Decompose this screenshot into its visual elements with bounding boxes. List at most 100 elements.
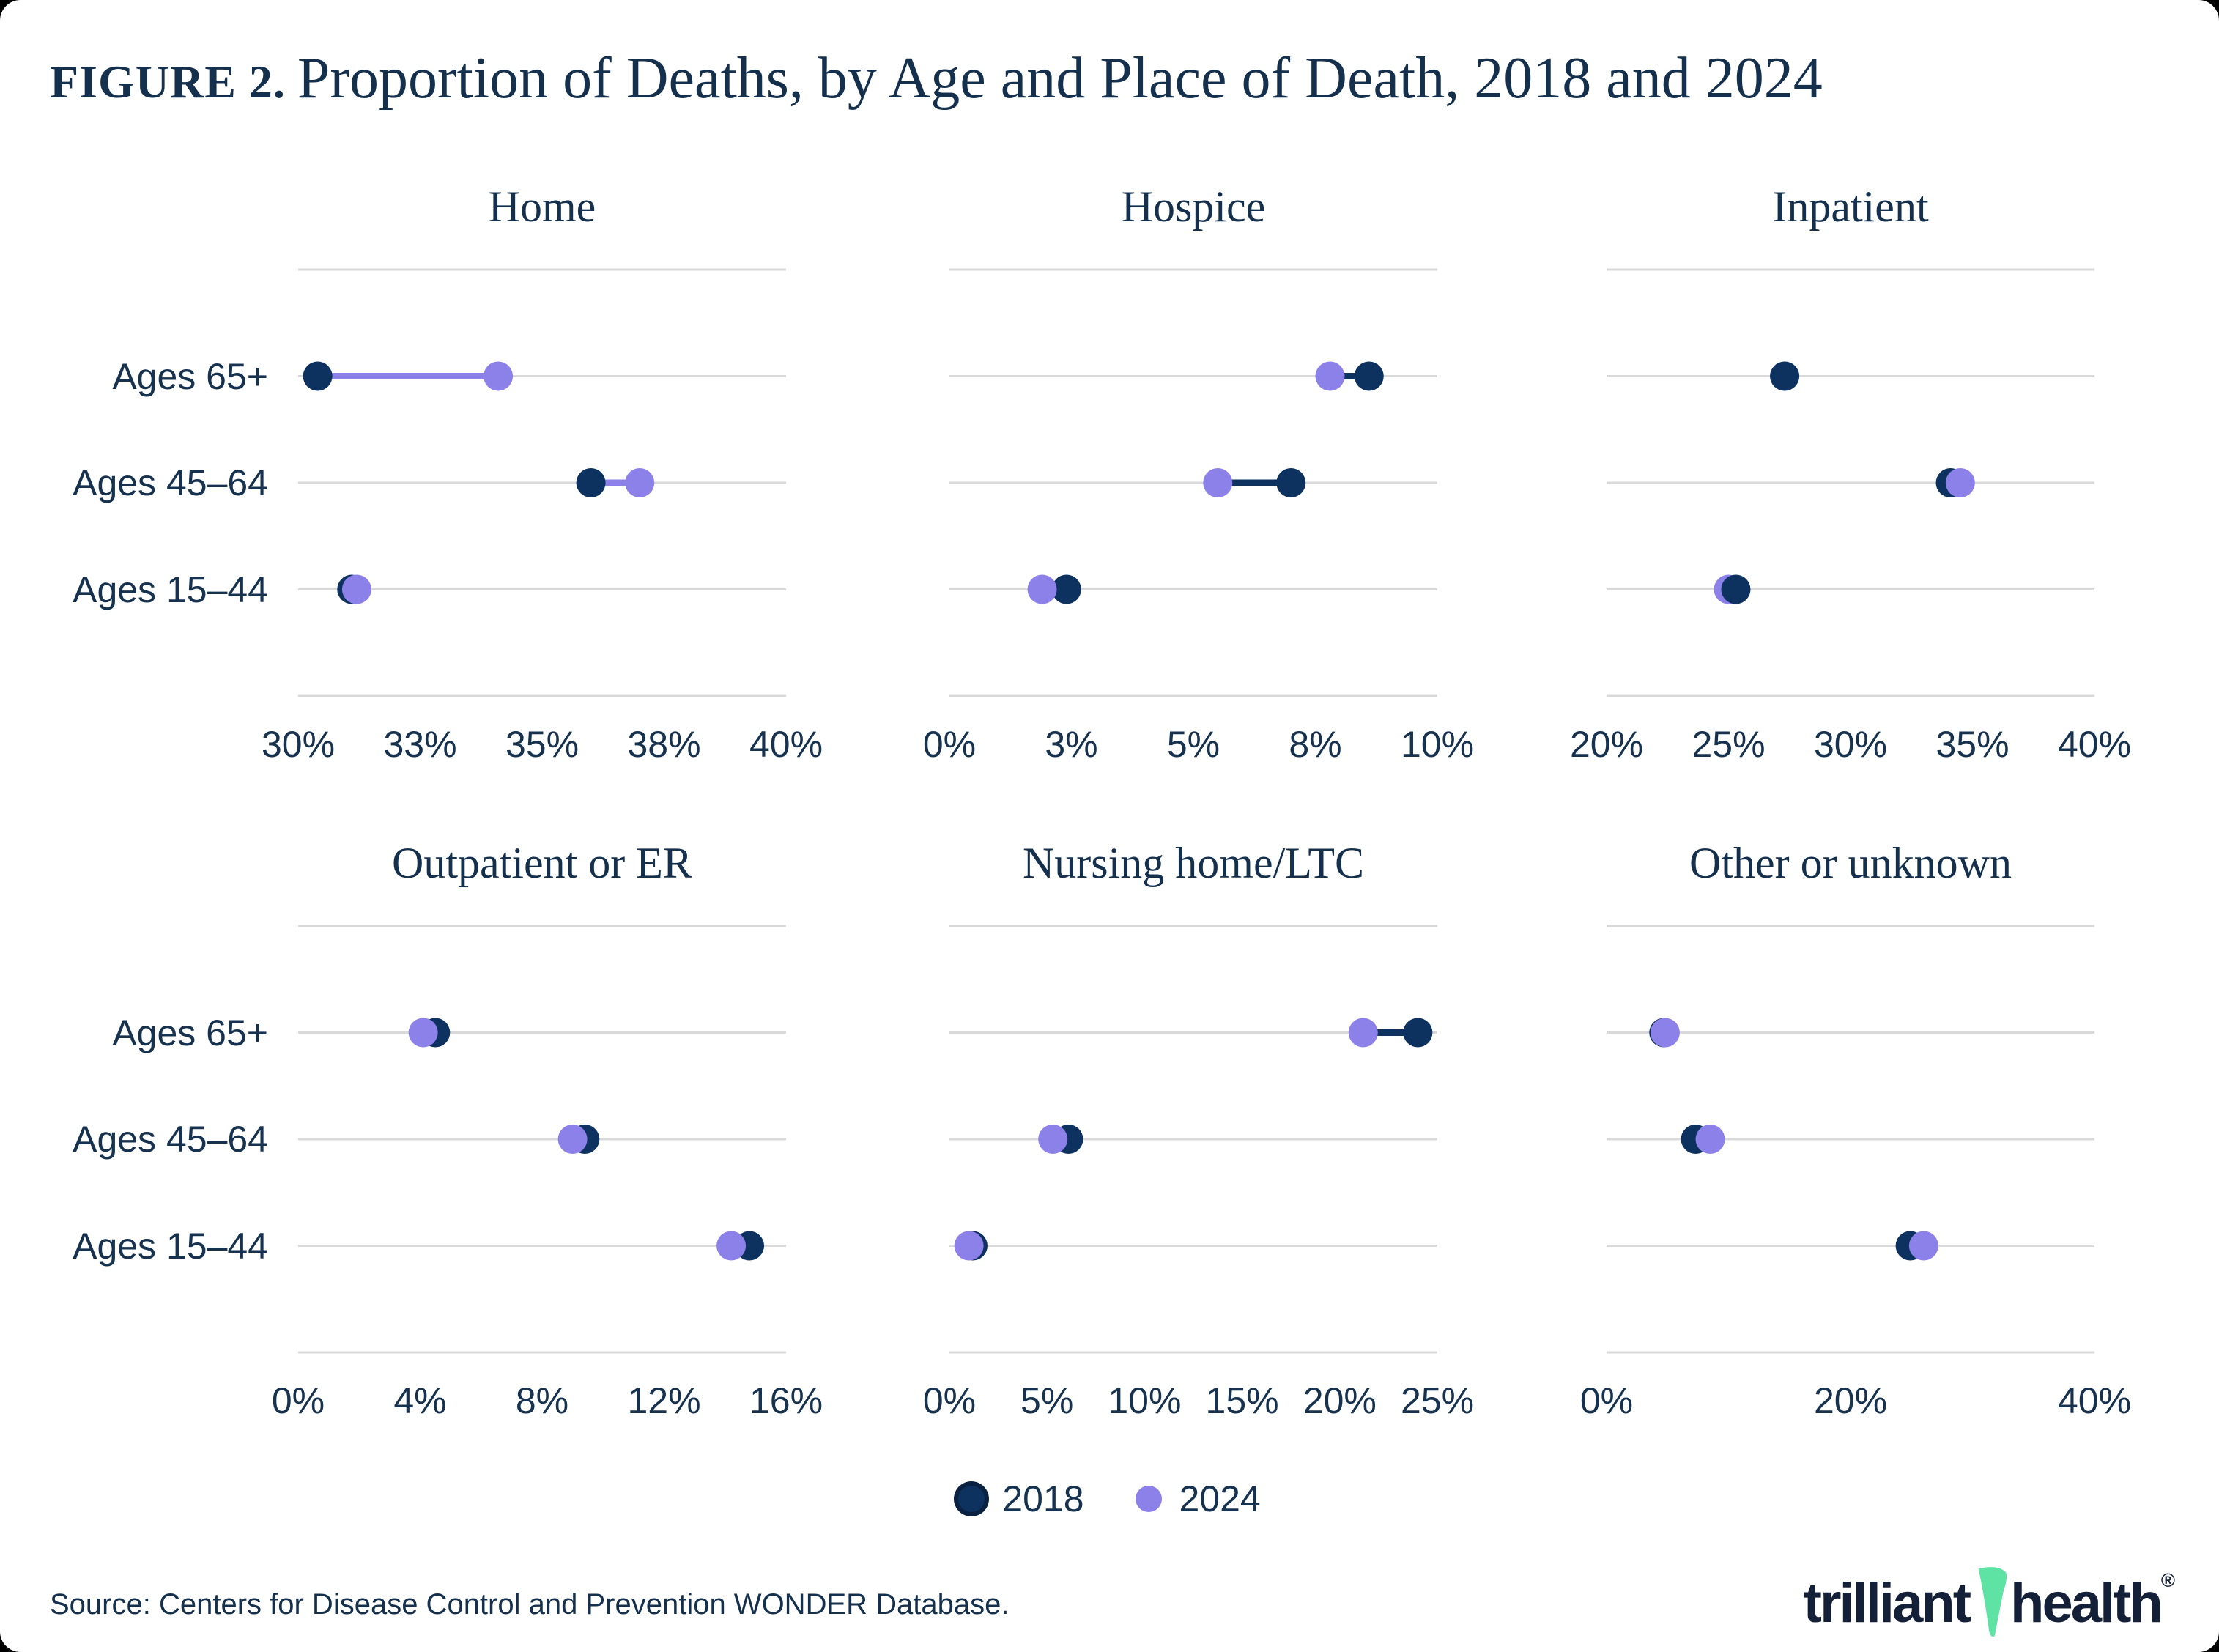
figure-header: FIGURE 2. Proportion of Deaths, by Age an… — [50, 45, 1823, 112]
tick-label: 3% — [1045, 724, 1098, 765]
panel-other-or-unknown: Other or unknown 0% 20% 40% — [1580, 831, 2131, 1424]
tick-label: 10% — [1400, 724, 1475, 765]
legend-label-2018: 2018 — [1002, 1478, 1084, 1519]
tick-label: 5% — [1166, 724, 1220, 765]
dumbbell-chart — [949, 268, 1437, 697]
tick-label: 33% — [383, 724, 457, 765]
dot-2024 — [954, 1231, 984, 1261]
tick-label: 40% — [2057, 724, 2132, 765]
logo-word-trilliant: trilliant — [1803, 1571, 1971, 1634]
dot-2024 — [1203, 468, 1233, 497]
panel-title: Hospice — [1121, 182, 1266, 231]
dumbbell-chart — [298, 268, 786, 697]
logo-word-health: health — [2010, 1571, 2163, 1634]
dot-2024 — [625, 468, 655, 497]
dot-2018 — [1403, 1018, 1433, 1048]
panel-title: Inpatient — [1772, 182, 1929, 231]
dot-2024 — [341, 574, 371, 604]
panel-title: Other or unknown — [1689, 839, 2012, 887]
panel-inpatient: Inpatient 20% 25% 30% 35% 40% — [1570, 174, 2131, 768]
dumbbell-chart — [298, 925, 786, 1354]
x-axis-ticks: 0% 5% 10% 15% 20% 25% — [923, 1377, 1474, 1424]
legend-dot-2018-icon — [958, 1486, 985, 1512]
tick-label: 12% — [627, 1380, 701, 1421]
dot-2024 — [408, 1018, 438, 1048]
panel-nursing-home-ltc: Nursing home/LTC 0% 5% 10% 15% 20% 25% — [923, 831, 1474, 1424]
figure-label: FIGURE 2. — [50, 56, 286, 108]
row-label-ages-65: Ages 65+ — [112, 1012, 268, 1053]
tick-label: 30% — [261, 724, 336, 765]
tick-label: 30% — [1813, 724, 1888, 765]
figure-title: Proportion of Deaths, by Age and Place o… — [297, 46, 1823, 111]
tick-label: 8% — [515, 1380, 569, 1421]
dot-2024 — [1908, 1231, 1938, 1261]
tick-label: 20% — [1813, 1380, 1888, 1421]
tick-label: 4% — [393, 1380, 447, 1421]
row-label-ages-15-44: Ages 15–44 — [73, 1225, 268, 1267]
row-label-ages-45-64: Ages 45–64 — [73, 1119, 268, 1160]
tick-label: 0% — [922, 1380, 977, 1421]
dot-2018 — [1051, 574, 1081, 604]
panel-hospice: Hospice 0% 3% 5% 8% 10% — [923, 174, 1474, 768]
dot-2024 — [1945, 468, 1975, 497]
tick-label: 40% — [2057, 1380, 2132, 1421]
dot-2024 — [1027, 574, 1057, 604]
x-axis-ticks: 30% 33% 35% 38% 40% — [262, 721, 823, 768]
tick-label: 35% — [1935, 724, 2009, 765]
x-axis-ticks: 20% 25% 30% 35% 40% — [1570, 721, 2131, 768]
tick-label: 35% — [505, 724, 579, 765]
tick-label: 16% — [749, 1380, 823, 1421]
panel-title: Nursing home/LTC — [1022, 839, 1365, 887]
dumbbell-chart — [949, 925, 1437, 1354]
dot-2024 — [1315, 361, 1345, 391]
dot-2024 — [1650, 1018, 1680, 1048]
legend-label-2024: 2024 — [1179, 1478, 1261, 1519]
legend-item-2018: 2018 — [958, 1478, 1084, 1520]
dot-2024 — [1038, 1125, 1068, 1154]
panel-outpatient-or-er: Outpatient or ER 0% 4% 8% 12% 16% — [272, 831, 823, 1424]
x-axis-ticks: 0% 20% 40% — [1580, 1377, 2131, 1424]
tick-label: 15% — [1205, 1380, 1279, 1421]
dot-2024 — [1695, 1125, 1725, 1154]
tick-label: 10% — [1108, 1380, 1182, 1421]
panel-title: Outpatient or ER — [392, 839, 692, 887]
tick-label: 40% — [749, 724, 823, 765]
source-note: Source: Centers for Disease Control and … — [50, 1588, 1010, 1620]
tick-label: 20% — [1303, 1380, 1377, 1421]
tick-label: 0% — [1579, 1380, 1634, 1421]
logo-swoosh-icon — [1978, 1567, 2007, 1637]
trilliant-health-logo: trilliant health ® — [1804, 1565, 2175, 1641]
dot-2018 — [1276, 468, 1306, 497]
dot-2018 — [576, 468, 606, 497]
dot-2024 — [716, 1231, 747, 1261]
dot-2018 — [1721, 574, 1751, 604]
dumbbell-chart — [1607, 925, 2094, 1354]
dot-2024 — [557, 1125, 588, 1154]
tick-label: 20% — [1569, 724, 1644, 765]
dumbbell-chart — [1607, 268, 2094, 697]
legend-item-2024: 2024 — [1135, 1478, 1261, 1520]
x-axis-ticks: 0% 3% 5% 8% 10% — [923, 721, 1474, 768]
dot-2018 — [1770, 361, 1800, 391]
tick-label: 25% — [1400, 1380, 1475, 1421]
tick-label: 8% — [1289, 724, 1342, 765]
x-axis-ticks: 0% 4% 8% 12% 16% — [272, 1377, 823, 1424]
dot-2024 — [1348, 1018, 1378, 1048]
dot-2018 — [1354, 361, 1384, 391]
dot-2018 — [303, 361, 333, 391]
row-label-ages-65: Ages 65+ — [112, 355, 268, 397]
dot-2024 — [484, 361, 514, 391]
row-label-ages-45-64: Ages 45–64 — [73, 462, 268, 503]
tick-label: 38% — [627, 724, 701, 765]
row-label-ages-15-44: Ages 15–44 — [73, 568, 268, 610]
tick-label: 25% — [1692, 724, 1766, 765]
panel-home: Home 30% 33% 35% 38% 40% — [262, 174, 823, 768]
tick-label: 0% — [922, 724, 977, 765]
tick-label: 0% — [271, 1380, 325, 1421]
tick-label: 5% — [1020, 1380, 1074, 1421]
legend-dot-2024-icon — [1135, 1486, 1162, 1512]
legend: 2018 2024 — [0, 1465, 2219, 1533]
panel-title: Home — [488, 182, 596, 231]
logo-registered-mark: ® — [2160, 1569, 2175, 1591]
